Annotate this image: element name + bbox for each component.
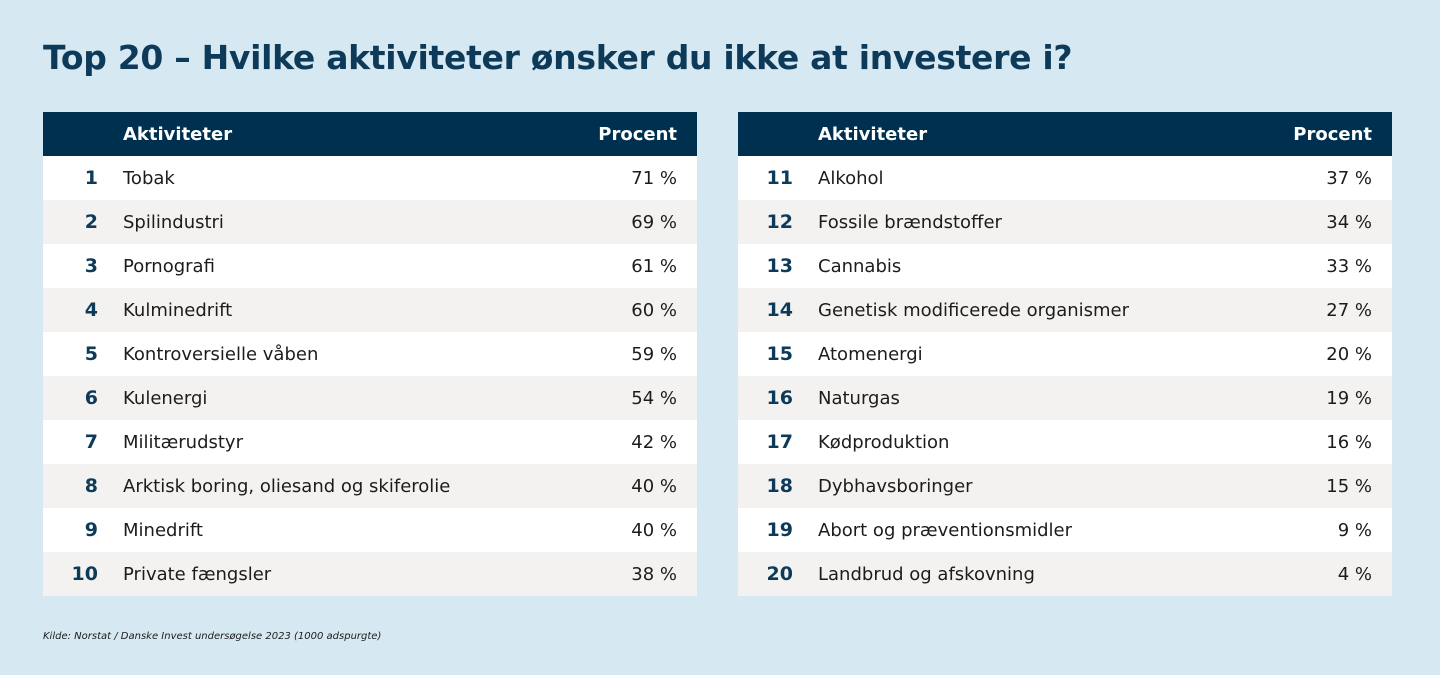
activity-cell: Minedrift bbox=[123, 519, 203, 541]
percent-cell: 69 % bbox=[631, 211, 677, 233]
percent-cell: 61 % bbox=[631, 255, 677, 277]
percent-cell: 40 % bbox=[631, 475, 677, 497]
rank-cell: 9 bbox=[84, 519, 98, 541]
percent-cell: 20 % bbox=[1326, 343, 1372, 365]
table-row: 17 Kødproduktion 16 % bbox=[738, 420, 1392, 464]
table-row: 1 Tobak 71 % bbox=[43, 156, 697, 200]
percent-cell: 34 % bbox=[1326, 211, 1372, 233]
activity-cell: Alkohol bbox=[818, 167, 884, 189]
percent-cell: 38 % bbox=[631, 563, 677, 585]
percent-cell: 37 % bbox=[1326, 167, 1372, 189]
percent-column-header: Procent bbox=[1293, 123, 1372, 145]
percent-cell: 54 % bbox=[631, 387, 677, 409]
table-row: 7 Militærudstyr 42 % bbox=[43, 420, 697, 464]
rank-cell: 7 bbox=[84, 431, 98, 453]
activity-cell: Cannabis bbox=[818, 255, 902, 277]
rank-cell: 2 bbox=[84, 211, 98, 233]
table-row: 3 Pornografi 61 % bbox=[43, 244, 697, 288]
source-note: Kilde: Norstat / Danske Invest undersøge… bbox=[43, 631, 382, 642]
percent-cell: 9 % bbox=[1337, 519, 1372, 541]
rank-cell: 5 bbox=[84, 343, 98, 365]
rank-cell: 11 bbox=[766, 167, 793, 189]
table-row: 2 Spilindustri 69 % bbox=[43, 200, 697, 244]
rank-cell: 4 bbox=[84, 299, 98, 321]
activity-cell: Dybhavsboringer bbox=[818, 475, 973, 497]
activity-column-header: Aktiviteter bbox=[818, 123, 928, 145]
activity-cell: Pornografi bbox=[123, 255, 215, 277]
table-row: 16 Naturgas 19 % bbox=[738, 376, 1392, 420]
rank-cell: 12 bbox=[766, 211, 793, 233]
percent-cell: 16 % bbox=[1326, 431, 1372, 453]
percent-cell: 4 % bbox=[1337, 563, 1372, 585]
percent-cell: 19 % bbox=[1326, 387, 1372, 409]
percent-cell: 40 % bbox=[631, 519, 677, 541]
table-body-right: 11 Alkohol 37 % 12 Fossile brændstoffer 34 % 1… bbox=[738, 156, 1392, 596]
percent-cell: 60 % bbox=[631, 299, 677, 321]
rank-cell: 19 bbox=[766, 519, 793, 541]
percent-cell: 71 % bbox=[631, 167, 677, 189]
table-row: 8 Arktisk boring, oliesand og skiferolie 4… bbox=[43, 464, 697, 508]
activity-cell: Kulenergi bbox=[123, 387, 208, 409]
rank-cell: 3 bbox=[84, 255, 98, 277]
activity-cell: Fossile brændstoffer bbox=[818, 211, 1002, 233]
table-row: 13 Cannabis 33 % bbox=[738, 244, 1392, 288]
rank-cell: 1 bbox=[84, 167, 98, 189]
table-body-left: 1 Tobak 71 % 2 Spilindustri 69 % 3 Pornografi 61… bbox=[43, 156, 697, 596]
table-row: 5 Kontroversielle våben 59 % bbox=[43, 332, 697, 376]
table-row: 15 Atomenergi 20 % bbox=[738, 332, 1392, 376]
rank-cell: 17 bbox=[766, 431, 793, 453]
activity-cell: Kulminedrift bbox=[123, 299, 233, 321]
table-row: 11 Alkohol 37 % bbox=[738, 156, 1392, 200]
percent-cell: 42 % bbox=[631, 431, 677, 453]
table-header: Aktiviteter Procent bbox=[738, 112, 1392, 156]
table-row: 6 Kulenergi 54 % bbox=[43, 376, 697, 420]
table-header: Aktiviteter Procent bbox=[43, 112, 697, 156]
table-row: 18 Dybhavsboringer 15 % bbox=[738, 464, 1392, 508]
activity-cell: Genetisk modificerede organismer bbox=[818, 299, 1130, 321]
rank-cell: 14 bbox=[766, 299, 793, 321]
activity-cell: Private fængsler bbox=[123, 563, 272, 585]
activity-column-header: Aktiviteter bbox=[123, 123, 233, 145]
activity-cell: Spilindustri bbox=[123, 211, 224, 233]
rank-cell: 15 bbox=[766, 343, 793, 365]
table-row: 10 Private fængsler 38 % bbox=[43, 552, 697, 596]
table-row: 4 Kulminedrift 60 % bbox=[43, 288, 697, 332]
ranking-table-left: Aktiviteter Procent 1 Tobak 71 % 2 Spilindus… bbox=[43, 112, 697, 596]
rank-cell: 13 bbox=[766, 255, 793, 277]
activity-cell: Arktisk boring, oliesand og skiferolie bbox=[123, 475, 451, 497]
rank-cell: 20 bbox=[766, 563, 793, 585]
percent-column-header: Procent bbox=[598, 123, 677, 145]
activity-cell: Tobak bbox=[123, 167, 175, 189]
activity-cell: Militærudstyr bbox=[123, 431, 243, 453]
activity-cell: Kødproduktion bbox=[818, 431, 950, 453]
activity-cell: Naturgas bbox=[818, 387, 900, 409]
table-row: 9 Minedrift 40 % bbox=[43, 508, 697, 552]
table-row: 19 Abort og præventionsmidler 9 % bbox=[738, 508, 1392, 552]
activity-cell: Abort og præventionsmidler bbox=[818, 519, 1073, 541]
percent-cell: 15 % bbox=[1326, 475, 1372, 497]
table-row: 12 Fossile brændstoffer 34 % bbox=[738, 200, 1392, 244]
ranking-table-right: Aktiviteter Procent 11 Alkohol 37 % 12 Fossi… bbox=[738, 112, 1392, 596]
percent-cell: 27 % bbox=[1326, 299, 1372, 321]
rank-cell: 16 bbox=[766, 387, 793, 409]
activity-cell: Landbrud og afskovning bbox=[818, 563, 1035, 585]
percent-cell: 33 % bbox=[1326, 255, 1372, 277]
activity-cell: Atomenergi bbox=[818, 343, 923, 365]
table-row: 14 Genetisk modificerede organismer 27 % bbox=[738, 288, 1392, 332]
percent-cell: 59 % bbox=[631, 343, 677, 365]
rank-cell: 6 bbox=[84, 387, 98, 409]
rank-cell: 18 bbox=[766, 475, 793, 497]
page-title: Top 20 – Hvilke aktiviteter ønsker du ik… bbox=[43, 38, 1073, 77]
activity-cell: Kontroversielle våben bbox=[123, 343, 319, 365]
table-row: 20 Landbrud og afskovning 4 % bbox=[738, 552, 1392, 596]
rank-cell: 8 bbox=[84, 475, 98, 497]
rank-cell: 10 bbox=[71, 563, 98, 585]
